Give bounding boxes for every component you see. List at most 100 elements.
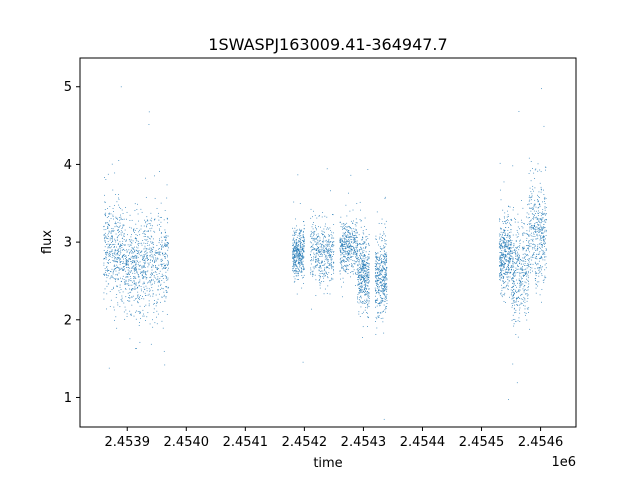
data-point	[299, 258, 300, 260]
data-point	[350, 246, 352, 248]
data-point	[362, 270, 364, 272]
data-point	[125, 262, 127, 264]
data-point	[135, 288, 137, 289]
data-point	[378, 290, 380, 292]
data-point	[541, 229, 543, 231]
data-point	[347, 256, 349, 258]
data-point	[301, 268, 303, 270]
data-point	[119, 234, 121, 236]
data-point	[144, 271, 146, 272]
data-point	[131, 252, 133, 254]
data-point	[518, 259, 520, 261]
data-point	[154, 261, 156, 263]
data-point	[106, 293, 108, 295]
data-point	[152, 260, 153, 262]
data-point	[366, 271, 368, 273]
data-point	[386, 268, 388, 269]
data-point	[299, 232, 301, 233]
data-point	[514, 253, 516, 255]
data-point	[124, 256, 126, 257]
data-point	[346, 246, 348, 248]
data-point	[502, 252, 504, 254]
data-point	[303, 241, 305, 243]
data-point	[516, 272, 518, 273]
data-point	[499, 162, 501, 164]
data-point	[519, 258, 521, 260]
data-point	[526, 273, 528, 275]
data-point	[348, 260, 350, 262]
data-point	[518, 297, 520, 298]
data-point	[381, 290, 383, 292]
data-point	[362, 264, 364, 266]
data-point	[540, 266, 542, 268]
data-point	[153, 272, 155, 273]
data-point	[527, 217, 529, 219]
data-point	[165, 271, 167, 273]
data-point	[123, 270, 125, 271]
data-point	[297, 267, 299, 269]
data-point	[358, 234, 360, 236]
data-point	[137, 261, 138, 263]
data-point	[299, 203, 301, 205]
data-point	[153, 258, 155, 260]
data-point	[127, 263, 129, 265]
data-point	[383, 281, 385, 283]
data-point	[386, 300, 388, 302]
data-point	[365, 243, 367, 245]
data-point	[126, 261, 128, 263]
data-point	[538, 229, 540, 231]
data-point	[321, 281, 323, 282]
data-point	[119, 255, 120, 256]
data-point	[131, 284, 133, 286]
data-point	[514, 304, 516, 306]
data-point	[505, 268, 507, 270]
data-point	[363, 284, 365, 286]
data-point	[117, 250, 118, 252]
data-point	[144, 250, 146, 252]
data-point	[524, 223, 525, 225]
data-point	[357, 243, 358, 244]
data-point	[330, 241, 332, 242]
data-point	[358, 313, 360, 315]
data-point	[361, 276, 363, 278]
data-point	[545, 231, 547, 233]
data-point	[148, 124, 150, 125]
data-point	[376, 279, 378, 281]
data-point	[113, 246, 115, 248]
data-point	[135, 234, 137, 235]
data-point	[110, 299, 112, 301]
data-point	[343, 249, 345, 251]
data-point	[528, 203, 530, 205]
data-point	[317, 246, 318, 248]
data-point	[539, 229, 541, 230]
data-point	[316, 238, 318, 240]
data-point	[292, 257, 294, 259]
data-point	[331, 235, 333, 237]
data-point	[314, 241, 316, 243]
data-point	[108, 247, 110, 249]
data-point	[146, 255, 148, 257]
data-point	[381, 268, 383, 270]
data-point	[368, 300, 370, 302]
data-point	[361, 297, 362, 299]
data-point	[367, 297, 369, 299]
data-point	[501, 262, 502, 264]
data-point	[299, 265, 301, 267]
data-point	[303, 251, 305, 253]
data-point	[323, 251, 325, 253]
data-point	[145, 250, 147, 252]
data-point	[144, 230, 146, 231]
data-point	[119, 250, 121, 252]
data-point	[503, 253, 504, 255]
data-point	[161, 287, 162, 289]
data-point	[145, 285, 147, 287]
data-point	[345, 248, 347, 250]
data-point	[104, 232, 106, 234]
data-point	[330, 266, 332, 268]
data-point	[516, 297, 518, 298]
data-point	[339, 221, 341, 223]
data-point	[132, 255, 133, 257]
data-point	[126, 211, 128, 213]
data-point	[510, 289, 512, 291]
data-point	[150, 280, 152, 282]
